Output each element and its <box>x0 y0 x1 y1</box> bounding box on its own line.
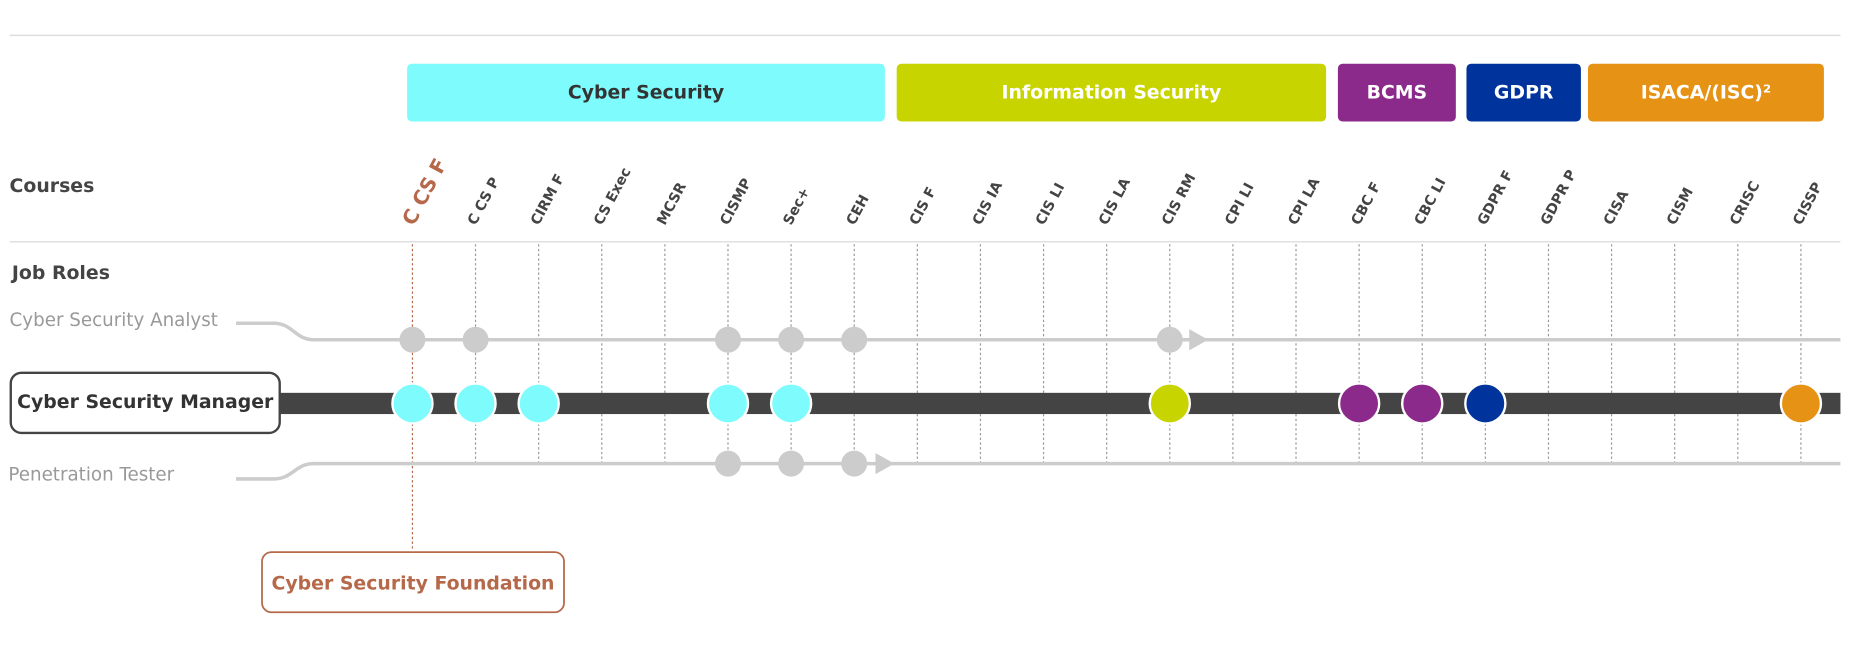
course-dot[interactable] <box>462 326 489 353</box>
course-label[interactable]: MCSR <box>654 180 690 228</box>
manager-track <box>278 392 1841 415</box>
course-label[interactable]: CBC LI <box>1412 176 1450 228</box>
course-label[interactable]: CPI LA <box>1285 175 1323 227</box>
course-dot[interactable] <box>454 382 497 425</box>
course-label[interactable]: CBC F <box>1349 180 1385 228</box>
roles-heading: Job Roles <box>10 262 110 284</box>
course-label[interactable]: CISM <box>1664 185 1697 228</box>
course-label[interactable]: CEH <box>844 192 873 228</box>
course-dot[interactable] <box>769 382 813 425</box>
course-dot[interactable] <box>715 326 741 353</box>
pentester-track <box>236 461 1841 481</box>
track-arrow <box>875 452 895 475</box>
group-label[interactable]: Information Security <box>1002 82 1222 104</box>
course-label[interactable]: GDPR P <box>1538 168 1580 228</box>
group-label[interactable]: Cyber Security <box>568 82 724 104</box>
course-label[interactable]: CISSP <box>1790 180 1826 228</box>
group-label[interactable]: BCMS <box>1367 82 1428 104</box>
group-bar: Cyber Security Information Security BCMS GD… <box>407 63 1824 122</box>
course-dot[interactable] <box>1464 382 1507 425</box>
group-box[interactable] <box>896 63 1327 122</box>
course-label[interactable]: CISMP <box>717 176 755 228</box>
course-dot[interactable] <box>1400 382 1444 425</box>
role-label: Penetration Tester <box>8 464 174 485</box>
course-label[interactable]: CIRM F <box>528 172 568 228</box>
course-dot[interactable] <box>715 450 741 477</box>
group-box[interactable] <box>1587 63 1824 122</box>
track-arrow <box>1189 329 1209 351</box>
course-columns: C CS F C CS P CIRM F CS Exec MCSR CISMP Sec+ CE… <box>397 154 1826 551</box>
course-label[interactable]: CIS LI <box>1033 181 1068 228</box>
course-dot[interactable] <box>841 450 868 477</box>
course-dot[interactable] <box>517 382 560 425</box>
callout-box[interactable] <box>261 551 565 614</box>
course-dot[interactable] <box>706 382 750 425</box>
course-label[interactable]: CIS LA <box>1096 176 1134 228</box>
course-dots <box>391 326 1823 477</box>
course-label[interactable]: CIS F <box>907 185 940 228</box>
group-label[interactable]: GDPR <box>1494 82 1554 104</box>
course-label[interactable]: CISA <box>1601 188 1632 228</box>
callout-label[interactable]: Cyber Security Foundation <box>272 572 555 594</box>
course-label[interactable]: CPI LI <box>1222 180 1257 227</box>
courses-heading: Courses <box>10 175 95 197</box>
role-label: Cyber Security Analyst <box>10 310 218 331</box>
course-label[interactable]: C CS P <box>465 175 503 228</box>
course-dot[interactable] <box>1779 382 1823 425</box>
course-label[interactable]: Sec+ <box>781 185 814 228</box>
course-label[interactable]: CRISC <box>1727 179 1763 228</box>
course-dot[interactable] <box>399 326 426 353</box>
course-label[interactable]: CS Exec <box>591 165 634 228</box>
role-label[interactable]: Cyber Security Manager <box>17 391 274 413</box>
course-label[interactable]: CIS RM <box>1159 171 1199 228</box>
role-box[interactable] <box>9 371 281 435</box>
group-label[interactable]: ISACA/(ISC)² <box>1641 82 1771 104</box>
group-box[interactable] <box>407 63 885 122</box>
course-dot[interactable] <box>1148 382 1192 425</box>
course-dot[interactable] <box>1337 382 1381 425</box>
course-dot[interactable] <box>1156 326 1183 353</box>
group-box[interactable] <box>1466 63 1581 122</box>
analyst-track <box>236 321 1841 342</box>
course-dot[interactable] <box>778 326 805 353</box>
course-dot[interactable] <box>778 450 805 477</box>
course-dot[interactable] <box>841 326 868 353</box>
course-label[interactable]: C CS F <box>397 154 452 229</box>
course-label[interactable]: GDPR F <box>1475 168 1517 228</box>
course-label[interactable]: CIS IA <box>970 179 1006 228</box>
group-box[interactable] <box>1337 63 1456 122</box>
course-dot[interactable] <box>391 382 434 425</box>
